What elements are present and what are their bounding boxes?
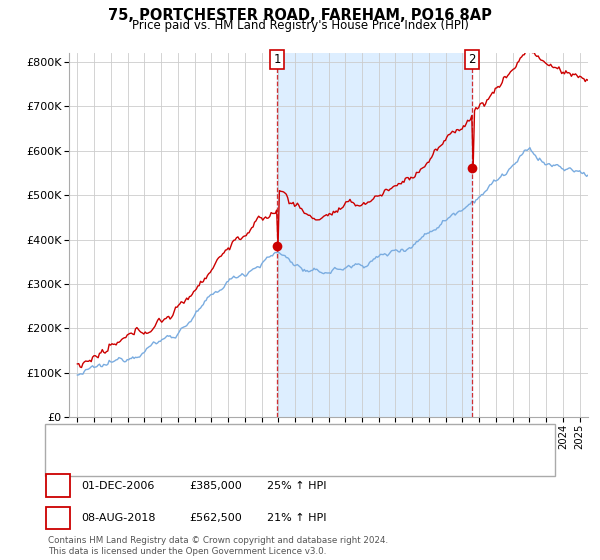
Text: 21% ↑ HPI: 21% ↑ HPI	[267, 513, 326, 523]
Text: 01-DEC-2006: 01-DEC-2006	[81, 480, 154, 491]
Text: £562,500: £562,500	[189, 513, 242, 523]
Text: 2: 2	[55, 513, 62, 523]
Text: 75, PORTCHESTER ROAD, FAREHAM, PO16 8AP: 75, PORTCHESTER ROAD, FAREHAM, PO16 8AP	[108, 8, 492, 24]
Bar	[277, 53, 472, 417]
Text: Price paid vs. HM Land Registry's House Price Index (HPI): Price paid vs. HM Land Registry's House …	[131, 19, 469, 32]
Text: 25% ↑ HPI: 25% ↑ HPI	[267, 480, 326, 491]
Text: 1: 1	[273, 53, 281, 66]
Text: 1: 1	[55, 480, 62, 491]
Text: 2: 2	[469, 53, 476, 66]
Text: Contains HM Land Registry data © Crown copyright and database right 2024.
This d: Contains HM Land Registry data © Crown c…	[48, 536, 388, 556]
Text: £385,000: £385,000	[189, 480, 242, 491]
Text: 75, PORTCHESTER ROAD, FAREHAM, PO16 8AP (detached house): 75, PORTCHESTER ROAD, FAREHAM, PO16 8AP …	[87, 435, 424, 445]
Text: HPI: Average price, detached house, Fareham: HPI: Average price, detached house, Fare…	[87, 455, 325, 465]
Text: 08-AUG-2018: 08-AUG-2018	[81, 513, 155, 523]
